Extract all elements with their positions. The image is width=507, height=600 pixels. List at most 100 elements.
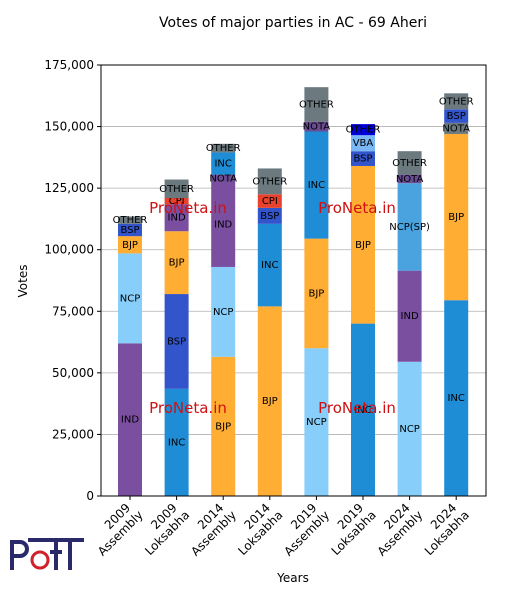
segment-label: BJP: [215, 421, 231, 432]
bar-segment: [444, 133, 469, 301]
segment-label: IND: [214, 219, 232, 230]
segment-label: INC: [214, 159, 231, 170]
watermark: ProNeta.in: [318, 399, 396, 417]
x-tick-label: 2019 Assembly: [271, 498, 332, 559]
bar-segment: [351, 135, 375, 152]
bar-segment: [351, 124, 375, 136]
x-tick-label: 2009 Assembly: [85, 498, 146, 559]
y-tick-label: 125,000: [44, 181, 94, 195]
watermark: ProNeta.in: [318, 199, 396, 217]
segment-label: INC: [354, 405, 371, 416]
y-tick-label: 75,000: [52, 304, 94, 318]
segment-label: IND: [401, 311, 419, 322]
segment-label: NCP: [399, 424, 420, 435]
segment-label: OTHER: [159, 184, 194, 195]
bar-segment: [304, 131, 329, 239]
segment-label: BJP: [355, 240, 371, 251]
x-tick-label: 2009 Loksabha: [132, 498, 192, 558]
logo-shape: [10, 540, 29, 570]
segment-label: NOTA: [442, 123, 470, 134]
segment-label: VBA: [353, 138, 374, 149]
bar-segment: [444, 109, 469, 123]
y-tick-label: 175,000: [44, 58, 94, 72]
watermark: ProNeta.in: [149, 399, 227, 417]
bar-segment: [164, 294, 189, 389]
bar-segment: [118, 216, 142, 224]
y-axis-label: Votes: [16, 265, 30, 298]
segment-label: INC: [168, 437, 185, 448]
bar-segment: [211, 181, 236, 267]
segment-label: BJP: [169, 258, 185, 269]
segment-label: CPI: [169, 196, 185, 207]
bar-segment: [304, 87, 329, 122]
segment-label: BJP: [448, 212, 464, 223]
y-tick-label: 50,000: [52, 366, 94, 380]
bar-segment: [351, 165, 375, 324]
segment-label: BJP: [262, 396, 278, 407]
y-tick-label: 150,000: [44, 120, 94, 134]
bar-segment: [351, 151, 375, 166]
segment-label: BJP: [308, 288, 324, 299]
segment-label: IND: [168, 213, 186, 224]
x-axis-label: Years: [276, 571, 309, 585]
x-tick-label: 2014 Loksabha: [226, 498, 286, 558]
segment-label: BJP: [122, 240, 138, 251]
segment-label: NCP(SP): [389, 222, 430, 233]
bar-segment: [397, 174, 422, 184]
y-tick-label: 25,000: [52, 427, 94, 441]
bar-segment: [257, 223, 282, 307]
segment-label: OTHER: [439, 96, 474, 107]
bar-segment: [118, 253, 142, 344]
x-tick-label: 2024 Assembly: [365, 498, 426, 559]
grid: [101, 64, 486, 497]
bar-segment: [257, 207, 282, 224]
segment-label: NOTA: [303, 122, 331, 133]
bar-segment: [304, 121, 329, 132]
bar-segment: [257, 306, 282, 496]
bar-segment: [257, 168, 282, 195]
segment-label: INC: [308, 180, 325, 191]
segment-label: CPI: [262, 196, 278, 207]
bar-segment: [397, 183, 422, 271]
segment-label: NOTA: [396, 174, 424, 185]
bar-segment: [211, 266, 236, 357]
segment-label: BSP: [120, 225, 139, 236]
segment-label: BSP: [353, 154, 372, 165]
bar-segment: [397, 361, 422, 496]
segment-label: BSP: [260, 211, 279, 222]
segment-label: INC: [261, 260, 278, 271]
y-tick-label: 100,000: [44, 243, 94, 257]
bar-segment: [211, 143, 236, 153]
logo-shape: [28, 538, 84, 570]
bar-segment: [304, 348, 329, 496]
chart-title: Votes of major parties in AC - 69 Aheri: [159, 15, 427, 31]
x-tick-label: 2014 Assembly: [178, 498, 239, 559]
bar-segment: [444, 93, 469, 110]
segment-label: BSP: [167, 336, 186, 347]
segment-label: NCP: [306, 417, 327, 428]
x-tick-label: 2024 Loksabha: [412, 498, 472, 558]
bar-segment: [118, 223, 142, 237]
bar-segment: [444, 122, 469, 134]
segment-label: NCP: [213, 307, 234, 318]
y-tick-label: 0: [86, 489, 94, 503]
segment-label: OTHER: [252, 176, 287, 187]
segment-label: OTHER: [392, 158, 427, 169]
segment-label: INC: [447, 393, 464, 404]
segment-label: OTHER: [299, 99, 334, 110]
segment-label: BSP: [447, 111, 466, 122]
logo-shape: [30, 550, 50, 570]
bar-segment: [304, 238, 329, 349]
plot-frame: [100, 64, 487, 497]
bar-segment: [351, 323, 375, 496]
bar-segment: [164, 204, 189, 232]
segment-label: NOTA: [209, 173, 237, 184]
segment-label: NCP: [120, 293, 141, 304]
x-tick-label: 2019 Loksabha: [319, 498, 379, 558]
watermark: ProNeta.in: [149, 199, 227, 217]
segment-label: OTHER: [206, 143, 241, 154]
segment-label: OTHER: [346, 125, 381, 136]
segment-label: OTHER: [113, 215, 148, 226]
bar-segment: [397, 270, 422, 362]
